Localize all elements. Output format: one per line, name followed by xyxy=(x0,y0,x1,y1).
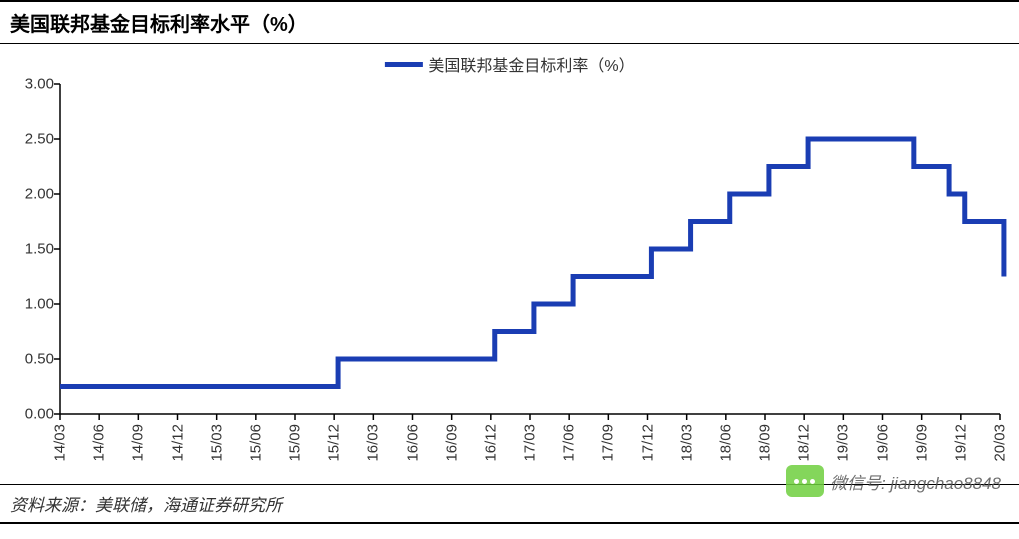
x-tick-label: 16/12 xyxy=(482,424,499,462)
x-tick-label: 15/06 xyxy=(247,424,264,462)
y-tick-label: 2.50 xyxy=(6,131,54,148)
chart-title: 美国联邦基金目标利率水平（%） xyxy=(10,14,308,36)
y-tick-label: 2.00 xyxy=(6,186,54,203)
x-tick-label: 16/03 xyxy=(365,424,382,462)
chart-area: 美国联邦基金目标利率（%） 0.00 0.50 1.00 1.50 2.00 2.50 3.… xyxy=(0,44,1019,484)
rate-step-line xyxy=(60,139,1004,387)
x-tick-label: 19/03 xyxy=(835,424,852,462)
x-tick-label: 15/12 xyxy=(326,424,343,462)
y-tick-label: 3.00 xyxy=(6,76,54,93)
chart-container: 美国联邦基金目标利率水平（%） 美国联邦基金目标利率（%） 0.00 0.50 1.… xyxy=(0,0,1019,539)
x-tick-label: 16/06 xyxy=(404,424,421,462)
y-tick-label: 0.50 xyxy=(6,351,54,368)
x-tick-label: 14/03 xyxy=(52,424,69,462)
x-tick-label: 19/12 xyxy=(952,424,969,462)
x-tick-label: 17/03 xyxy=(522,424,539,462)
legend: 美国联邦基金目标利率（%） xyxy=(384,52,634,76)
x-tick-label: 17/09 xyxy=(600,424,617,462)
y-tick-label: 1.50 xyxy=(6,241,54,258)
x-tick-label: 18/03 xyxy=(678,424,695,462)
y-tick-label: 1.00 xyxy=(6,296,54,313)
x-tick-label: 14/09 xyxy=(130,424,147,462)
x-tick-label: 15/03 xyxy=(208,424,225,462)
x-tick-label: 18/09 xyxy=(757,424,774,462)
watermark: 微信号: jiangchao8848 xyxy=(786,465,1001,497)
x-tick-label: 20/03 xyxy=(992,424,1009,462)
title-bar: 美国联邦基金目标利率水平（%） xyxy=(0,0,1019,44)
legend-label: 美国联邦基金目标利率（%） xyxy=(428,52,634,76)
x-tick-label: 19/06 xyxy=(874,424,891,462)
legend-swatch xyxy=(384,62,422,67)
source-label: 资料来源：美联储，海通证券研究所 xyxy=(10,496,282,515)
wechat-icon xyxy=(786,465,824,497)
x-tick-label: 17/06 xyxy=(561,424,578,462)
y-tick-label: 0.00 xyxy=(6,406,54,423)
x-tick-label: 18/06 xyxy=(717,424,734,462)
line-chart-svg xyxy=(60,84,1000,414)
x-tick-label: 17/12 xyxy=(639,424,656,462)
x-tick-label: 19/09 xyxy=(913,424,930,462)
watermark-text: 微信号: jiangchao8848 xyxy=(830,469,1001,494)
x-tick-label: 15/09 xyxy=(287,424,304,462)
x-tick-label: 14/12 xyxy=(169,424,186,462)
x-tick-label: 16/09 xyxy=(443,424,460,462)
x-tick-label: 14/06 xyxy=(91,424,108,462)
x-tick-label: 18/12 xyxy=(796,424,813,462)
plot-region xyxy=(60,84,1000,414)
